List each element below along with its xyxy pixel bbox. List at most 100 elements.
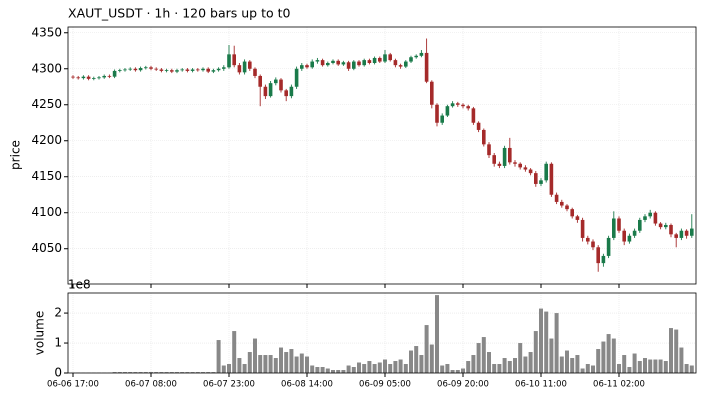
candle-body xyxy=(123,69,127,71)
y-tick-label: 4300 xyxy=(31,61,62,75)
volume-bar xyxy=(653,359,658,373)
volume-bar xyxy=(617,364,621,373)
candle-body xyxy=(549,163,554,195)
candle-body xyxy=(398,65,403,67)
volume-bar xyxy=(128,372,133,373)
volume-bar xyxy=(559,356,564,373)
candle-body xyxy=(450,103,455,107)
candle-body xyxy=(378,57,382,62)
candle-body xyxy=(627,235,632,242)
volume-bar xyxy=(507,361,512,373)
volume-bar xyxy=(112,372,117,373)
volume-bar xyxy=(315,367,320,373)
candle-body xyxy=(492,155,496,164)
x-tick-label: 06-09 20:00 xyxy=(437,380,489,390)
volume-bar xyxy=(424,325,429,373)
y-tick-label: 0 xyxy=(54,366,62,380)
y-tick-label: 4200 xyxy=(31,133,62,147)
candle-body xyxy=(190,69,195,71)
y-tick-label: 4100 xyxy=(31,205,62,219)
volume-bar xyxy=(175,372,179,373)
volume-bar xyxy=(575,355,580,373)
volume-bar xyxy=(201,372,205,373)
volume-bar xyxy=(674,329,679,373)
volume-bar xyxy=(689,365,694,373)
candle-body xyxy=(669,224,673,235)
candle-body xyxy=(300,65,304,69)
volume-bar xyxy=(393,361,398,373)
x-tick-label: 06-07 23:00 xyxy=(203,380,255,390)
y-tick-label: 4350 xyxy=(31,25,62,39)
candle-body xyxy=(565,205,569,210)
volume-bar xyxy=(487,352,491,373)
volume-bar xyxy=(227,364,231,373)
volume-bar xyxy=(117,372,122,373)
volume-bar xyxy=(383,359,387,373)
candle-body xyxy=(86,76,91,79)
volume-bar xyxy=(357,362,361,373)
volume-bar xyxy=(403,364,408,373)
volume-bar xyxy=(632,353,637,373)
chart-title: XAUT_USDT · 1h · 120 bars up to t0 xyxy=(68,6,291,21)
candle-body xyxy=(560,201,564,206)
x-tick-label: 06-09 05:00 xyxy=(359,380,411,390)
x-tick-label: 06-10 11:00 xyxy=(515,380,567,390)
volume-bar xyxy=(398,359,403,373)
candle-body xyxy=(326,62,330,66)
candle-body xyxy=(648,212,652,217)
volume-bar xyxy=(502,358,507,373)
candle-body xyxy=(97,77,101,79)
candle-body xyxy=(435,104,439,123)
volume-bar xyxy=(279,347,283,373)
volume-bar xyxy=(533,331,538,373)
volume-bar xyxy=(580,368,585,373)
y-tick-label: 1 xyxy=(54,336,62,350)
candle-body xyxy=(154,68,158,70)
candle-body xyxy=(144,67,148,69)
candle-body xyxy=(341,62,346,65)
candle-body xyxy=(336,60,340,65)
volume-bar xyxy=(159,372,164,373)
candle-body xyxy=(175,70,179,72)
volume-bar xyxy=(611,338,616,373)
volume-bar xyxy=(341,370,346,373)
y-tick-label: 2 xyxy=(54,306,62,320)
candle-body xyxy=(216,68,221,71)
candle-body xyxy=(591,241,595,248)
volume-bar xyxy=(273,358,278,373)
candle-body xyxy=(383,54,387,62)
volume-bar xyxy=(377,362,382,373)
candle-body xyxy=(310,61,314,68)
volume-bar xyxy=(601,341,606,373)
candle-body xyxy=(196,69,200,71)
y-tick-label: 4050 xyxy=(31,241,62,255)
candle-body xyxy=(81,76,86,79)
volume-bar xyxy=(471,355,476,373)
candle-body xyxy=(534,173,538,184)
y-axis-label: volume xyxy=(33,311,47,355)
volume-bar xyxy=(684,364,689,373)
plot-frame xyxy=(67,26,697,285)
candle-body xyxy=(237,65,242,73)
candle-body xyxy=(222,67,226,69)
volume-bar xyxy=(455,370,460,373)
volume-bar xyxy=(247,352,252,373)
volume-bar xyxy=(346,365,351,373)
volume-bar xyxy=(435,295,439,373)
candle-body xyxy=(242,61,247,73)
candle-body xyxy=(102,75,106,78)
candle-body xyxy=(518,163,522,168)
candle-body xyxy=(544,163,548,181)
x-tick-label: 06-11 02:00 xyxy=(593,380,645,390)
volume-bar xyxy=(440,365,445,373)
volume-bar xyxy=(221,365,226,373)
candle-body xyxy=(456,103,460,105)
candle-body xyxy=(346,62,351,69)
candle-body xyxy=(664,224,668,228)
candle-body xyxy=(258,75,262,87)
candle-body xyxy=(554,194,559,202)
candle-body xyxy=(684,230,689,236)
candle-body xyxy=(170,70,174,72)
candle-body xyxy=(331,60,335,63)
volume-bar xyxy=(544,311,549,373)
